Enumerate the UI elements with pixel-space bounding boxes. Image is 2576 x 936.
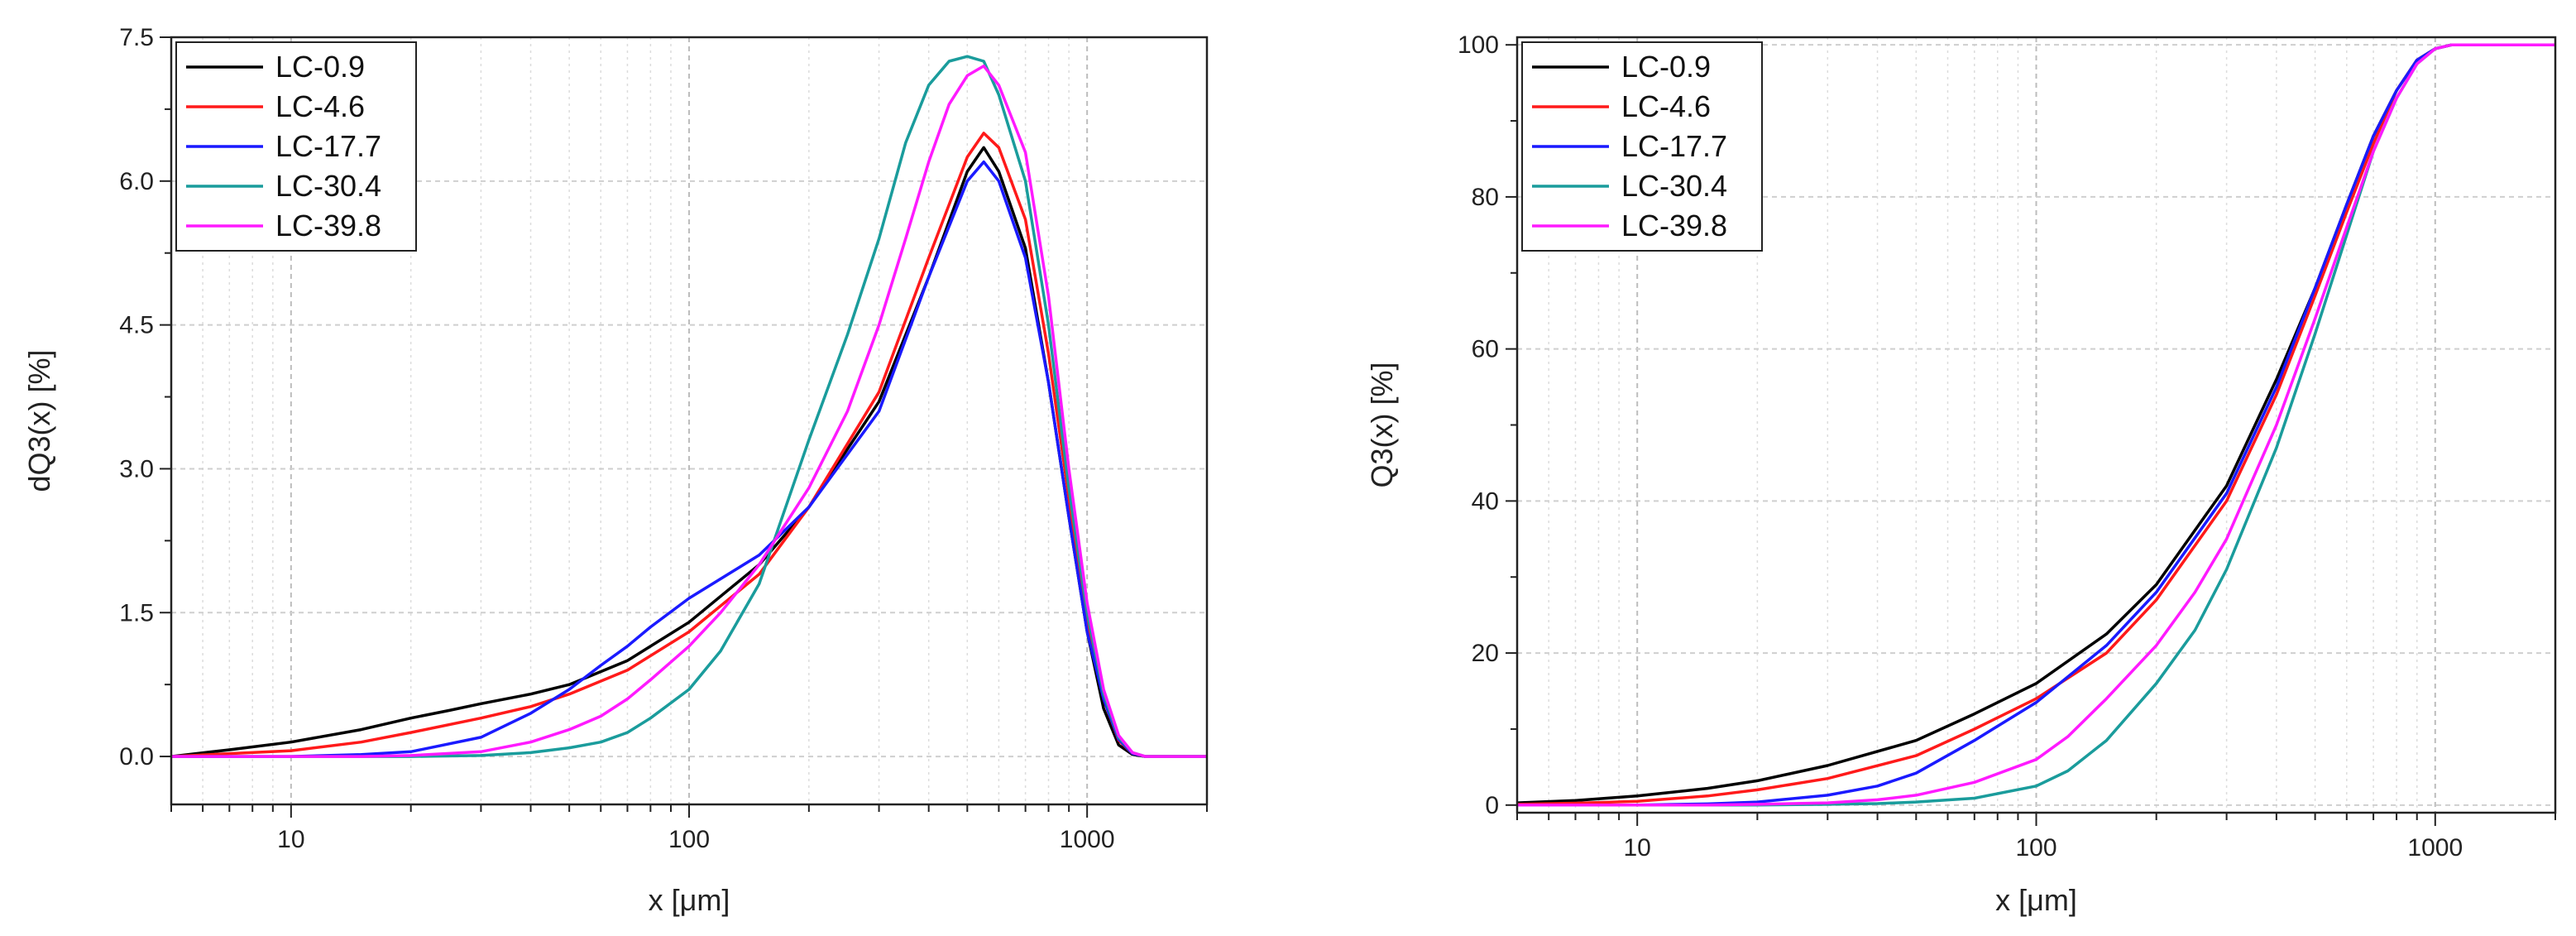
series-line-LC-0.9 <box>170 146 1207 758</box>
series-line-LC-30.4 <box>171 55 1207 758</box>
y-tick-label: 4.5 <box>119 312 154 339</box>
plot-frame <box>170 36 1209 806</box>
x-tick-label: 1000 <box>1060 826 1115 853</box>
series-line-LC-39.8 <box>1517 43 2555 807</box>
chart-panel-2: 0 20 40 60 80 100 10 100 1000 LC-0.9 LC-4.6 LC-17.7… <box>1365 31 2557 917</box>
series-lines <box>1516 43 2555 807</box>
legend-label: LC-4.6 <box>1621 89 1711 123</box>
y-tick-label: 40 <box>1472 487 1499 515</box>
x-tick-label: 1000 <box>2407 834 2463 862</box>
legend-label: LC-0.9 <box>275 50 365 84</box>
y-tick-label: 3.0 <box>119 455 154 482</box>
legend-label: LC-4.6 <box>275 89 365 123</box>
y-tick-label: 60 <box>1472 336 1499 363</box>
x-tick-label: 100 <box>668 826 710 853</box>
y-tick-label: 100 <box>1458 31 1499 59</box>
chart-panel-1: 0.01.53.04.56.07.510 100 1000LC-0.9LC-4.6L… <box>22 24 1209 917</box>
y-tick-label: 80 <box>1472 184 1499 211</box>
legend-label: LC-17.7 <box>275 129 381 163</box>
legend: LC-0.9 LC-4.6 LC-17.7 LC-30.4 LC-39.8 <box>1521 41 1763 252</box>
series-lines <box>170 55 1207 758</box>
x-tick-label: 10 <box>1624 834 1651 862</box>
y-axis-title: Q3(x) [%] <box>1365 362 1399 487</box>
y-axis-title: dQ3(x) [%] <box>22 349 56 492</box>
legend: LC-0.9 LC-4.6 LC-17.7 LC-30.4 LC-39.8 <box>175 41 417 252</box>
x-axis-title: x [μm] <box>649 883 730 917</box>
legend-label: LC-0.9 <box>1621 50 1711 84</box>
series-line-LC-39.8 <box>171 65 1207 758</box>
y-tick-label: 0 <box>1485 792 1499 819</box>
y-tick-label: 7.5 <box>119 24 154 51</box>
series-line-LC-17.7 <box>171 160 1207 758</box>
plot-frame <box>1515 36 2557 814</box>
legend-label: LC-30.4 <box>1621 169 1727 203</box>
legend-label: LC-17.7 <box>1621 129 1727 163</box>
y-tick-label: 1.5 <box>119 599 154 626</box>
y-tick-label: 0.0 <box>119 743 154 770</box>
x-tick-label: 10 <box>277 826 304 853</box>
series-line-LC-17.7 <box>1517 43 2555 807</box>
legend-label: LC-39.8 <box>1621 209 1727 242</box>
x-tick-label: 100 <box>2015 834 2056 862</box>
x-axis-title: x [μm] <box>1995 883 2077 917</box>
y-tick-label: 6.0 <box>119 168 154 195</box>
legend-label: LC-39.8 <box>275 209 381 242</box>
y-tick-label: 20 <box>1472 640 1499 667</box>
legend-label: LC-30.4 <box>275 169 381 203</box>
